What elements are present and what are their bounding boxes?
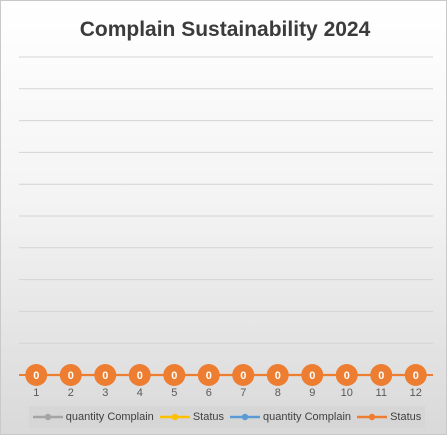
- data-label: 0: [240, 370, 246, 382]
- legend-item: Status: [357, 411, 421, 423]
- data-point: [59, 364, 82, 386]
- legend-label: quantity Complain: [263, 411, 352, 423]
- data-point: [232, 364, 255, 386]
- data-point: [197, 364, 220, 386]
- data-label: 0: [206, 370, 212, 382]
- data-label: 0: [171, 370, 177, 382]
- x-tick-label: 1: [33, 387, 39, 399]
- data-label: 0: [344, 370, 350, 382]
- data-label: 0: [309, 370, 315, 382]
- data-point: [335, 364, 358, 386]
- chart-title: Complain Sustainability 2024: [80, 18, 371, 41]
- data-point: [163, 364, 186, 386]
- x-tick-label: 7: [240, 387, 246, 399]
- gridlines: [19, 56, 433, 376]
- x-tick-label: 8: [275, 387, 281, 399]
- x-tick-label: 6: [206, 387, 212, 399]
- data-point: [94, 364, 117, 386]
- x-tick-label: 5: [171, 387, 177, 399]
- data-label: 0: [68, 370, 74, 382]
- legend-item: quantity Complain: [32, 411, 154, 423]
- data-label: 0: [33, 370, 39, 382]
- data-point: [370, 364, 393, 386]
- x-tick-label: 10: [341, 387, 353, 399]
- legend-marker: [357, 413, 388, 421]
- data-point: [301, 364, 324, 386]
- x-tick-label: 11: [376, 387, 387, 399]
- legend-item: Status: [159, 411, 224, 423]
- legend-label: Status: [390, 411, 422, 423]
- data-label: 0: [275, 370, 281, 382]
- x-tick-label: 9: [309, 387, 315, 399]
- x-tick-label: 3: [102, 387, 108, 399]
- x-tick-label: 12: [410, 387, 422, 399]
- data-label: 0: [137, 370, 143, 382]
- legend-marker: [159, 413, 190, 421]
- x-axis-ticks: 1 2 3 4 5 6 7 8 9 10 11 12: [33, 387, 422, 399]
- data-label: 0: [102, 370, 108, 382]
- legend-marker: [32, 413, 63, 421]
- data-point: [25, 364, 48, 386]
- data-label: 0: [378, 370, 384, 382]
- data-point: [404, 364, 427, 386]
- legend: quantity Complain Status quantity Complain…: [29, 406, 425, 428]
- series-layer: 0 0 0 0 0 0 0 0 0 0 0 0: [19, 364, 433, 386]
- data-point: [266, 364, 289, 386]
- data-label: 0: [413, 370, 419, 382]
- legend-label: Status: [192, 411, 224, 423]
- x-tick-label: 4: [137, 387, 143, 399]
- x-tick-label: 2: [68, 387, 74, 399]
- data-point: [128, 364, 151, 386]
- legend-item: quantity Complain: [230, 411, 351, 423]
- legend-label: quantity Complain: [65, 411, 154, 423]
- legend-marker: [230, 413, 260, 421]
